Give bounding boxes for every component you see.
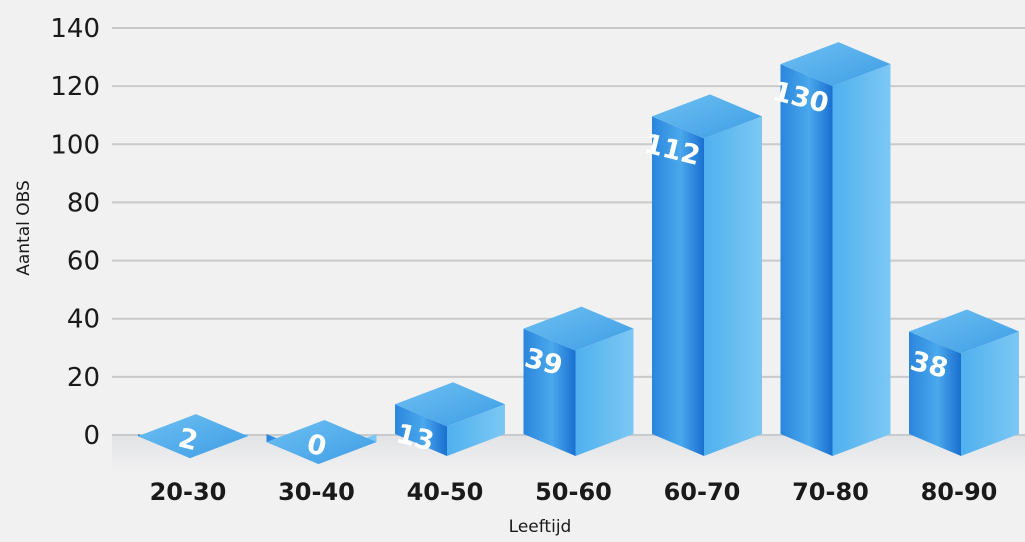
bar-side-face: [704, 116, 762, 457]
bar: 39: [522, 306, 634, 456]
x-axis-label: Leeftijd: [509, 517, 572, 537]
bar: 38: [907, 309, 1019, 456]
bar-top-face: [523, 306, 634, 351]
bar: 13: [393, 382, 505, 458]
bar-front-face: [652, 116, 704, 457]
x-tick-label: 70-80: [792, 478, 869, 506]
x-tick-label: 40-50: [407, 478, 484, 506]
y-tick-label: 80: [67, 188, 100, 218]
y-tick-label: 60: [67, 247, 100, 277]
bar-side-face: [961, 331, 1019, 456]
x-tick-label: 80-90: [921, 478, 998, 506]
bar-front-face: [780, 64, 833, 457]
x-tick-label: 60-70: [664, 478, 741, 506]
bar: 0: [266, 420, 377, 464]
bar-front-face: [395, 404, 447, 456]
x-axis-ticks: 20-30 30-40 40-50 50-60 60-70 70-80 80-90: [150, 478, 998, 506]
y-tick-label: 140: [50, 14, 100, 44]
x-tick-label: 30-40: [278, 478, 355, 506]
bar-side-face: [832, 64, 891, 457]
bar-top-face: [266, 420, 377, 464]
bar-top-face: [909, 309, 1019, 354]
y-tick-label: 0: [83, 421, 100, 451]
bar-front-face: [909, 331, 961, 456]
bar: 130: [769, 42, 891, 457]
y-axis-label: Aantal OBS: [14, 180, 34, 276]
bar-top-face: [395, 382, 505, 427]
x-tick-label: 20-30: [150, 478, 227, 506]
y-tick-label: 100: [50, 130, 100, 160]
bar-top-face: [652, 94, 762, 139]
y-tick-label: 120: [50, 72, 100, 102]
y-tick-label: 40: [67, 305, 100, 335]
y-axis-ticks: 0 20 40 60 80 100 120 140: [50, 14, 100, 451]
bar-top-face: [780, 42, 891, 87]
bar: 112: [641, 94, 762, 457]
bar-top-face: [138, 414, 248, 459]
y-tick-label: 20: [67, 363, 100, 393]
bar-front-face: [523, 328, 576, 456]
bar-side-face: [575, 328, 634, 456]
x-tick-label: 50-60: [535, 478, 612, 506]
bar-side-face: [447, 404, 505, 456]
bar: 2: [138, 414, 248, 459]
